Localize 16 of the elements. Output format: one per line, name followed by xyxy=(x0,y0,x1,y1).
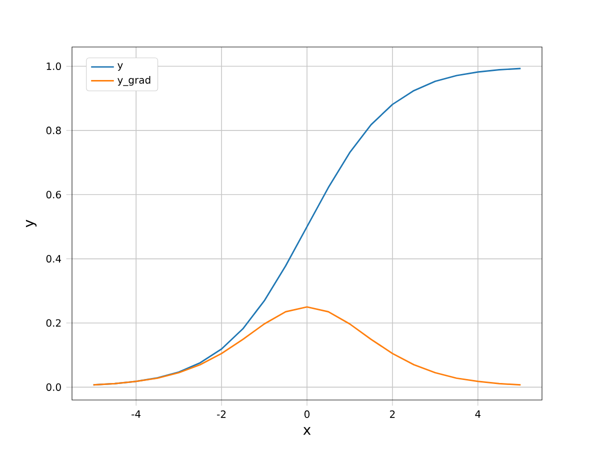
x-tick-label: -2 xyxy=(217,410,226,418)
y-tick-label: 0.4 xyxy=(46,255,62,263)
legend-label: y xyxy=(118,63,123,71)
x-axis-title: x xyxy=(303,427,311,435)
y-tick-label: 0.2 xyxy=(46,319,61,327)
x-tick-label: 4 xyxy=(475,410,481,418)
x-tick-label: -4 xyxy=(132,410,141,418)
y-tick-label: 0.0 xyxy=(46,383,61,391)
legend-label: y_grad xyxy=(118,76,150,86)
x-tick-label: 0 xyxy=(304,410,310,418)
y-tick-label: 0.6 xyxy=(46,190,61,198)
y-tick-label: 1.0 xyxy=(46,62,61,70)
y-tick-label: 0.8 xyxy=(46,126,61,134)
x-tick-label: 2 xyxy=(390,410,395,418)
line-series xyxy=(92,306,522,386)
y-axis-title: y xyxy=(26,220,37,228)
